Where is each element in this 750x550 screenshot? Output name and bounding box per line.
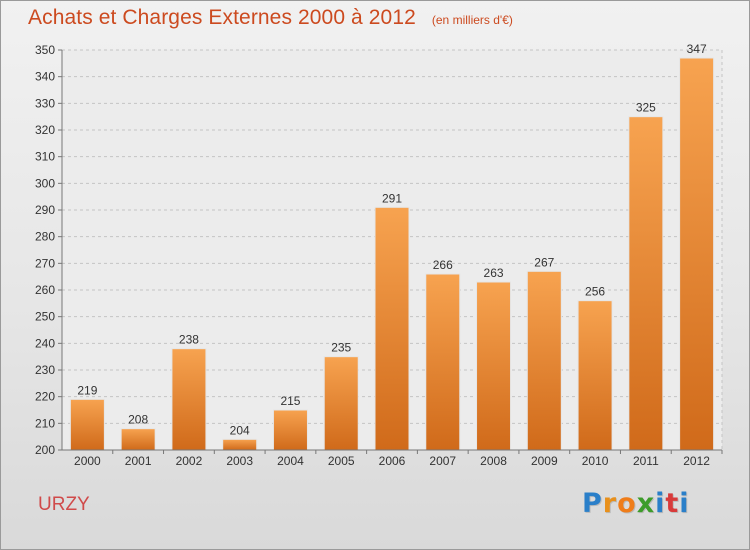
y-tick-label: 350 bbox=[35, 43, 55, 57]
data-label: 204 bbox=[230, 423, 250, 437]
bar bbox=[120, 428, 156, 451]
y-tick-label: 340 bbox=[35, 70, 55, 84]
data-label: 215 bbox=[280, 394, 300, 408]
data-label: 291 bbox=[382, 191, 402, 205]
proxiti-logo: Proxiti bbox=[582, 488, 690, 519]
bar bbox=[425, 273, 461, 451]
title-row: Achats et Charges Externes 2000 à 2012 (… bbox=[28, 6, 513, 30]
data-label: 208 bbox=[128, 413, 148, 427]
data-label: 325 bbox=[636, 101, 656, 115]
y-tick-label: 310 bbox=[35, 150, 55, 164]
y-tick-label: 260 bbox=[35, 283, 55, 297]
bar bbox=[526, 270, 562, 451]
data-label: 235 bbox=[331, 341, 351, 355]
x-tick-label: 2010 bbox=[582, 454, 609, 468]
data-label: 347 bbox=[687, 42, 707, 56]
commune-name: URZY bbox=[38, 494, 90, 515]
bar bbox=[69, 398, 105, 451]
bar bbox=[222, 438, 258, 451]
data-label: 238 bbox=[179, 333, 199, 347]
x-tick-label: 2002 bbox=[176, 454, 203, 468]
data-label: 256 bbox=[585, 285, 605, 299]
y-tick-label: 290 bbox=[35, 203, 55, 217]
y-tick-label: 210 bbox=[35, 416, 55, 430]
y-tick-label: 220 bbox=[35, 390, 55, 404]
x-tick-label: 2007 bbox=[429, 454, 456, 468]
bar bbox=[171, 348, 207, 451]
x-tick-label: 2003 bbox=[226, 454, 253, 468]
data-label: 267 bbox=[534, 255, 554, 269]
bar bbox=[628, 116, 664, 451]
y-tick-label: 280 bbox=[35, 230, 55, 244]
bar bbox=[323, 356, 359, 451]
data-label: 266 bbox=[433, 258, 453, 272]
x-tick-label: 2008 bbox=[480, 454, 507, 468]
x-tick-label: 2000 bbox=[74, 454, 101, 468]
data-label: 219 bbox=[77, 383, 97, 397]
x-tick-label: 2001 bbox=[125, 454, 152, 468]
data-label: 263 bbox=[484, 266, 504, 280]
y-tick-label: 200 bbox=[35, 443, 55, 457]
x-tick-label: 2004 bbox=[277, 454, 304, 468]
y-tick-label: 270 bbox=[35, 256, 55, 270]
y-tick-label: 230 bbox=[35, 363, 55, 377]
bar bbox=[679, 57, 715, 451]
bar bbox=[476, 281, 512, 451]
y-tick-label: 250 bbox=[35, 310, 55, 324]
x-tick-label: 2009 bbox=[531, 454, 558, 468]
y-tick-label: 300 bbox=[35, 176, 55, 190]
x-tick-label: 2006 bbox=[379, 454, 406, 468]
bar bbox=[577, 300, 613, 451]
y-tick-label: 320 bbox=[35, 123, 55, 137]
x-tick-label: 2011 bbox=[633, 454, 659, 468]
y-tick-label: 240 bbox=[35, 336, 55, 350]
chart-subtitle: (en milliers d'€) bbox=[431, 13, 513, 27]
y-tick-label: 330 bbox=[35, 96, 55, 110]
chart-title: Achats et Charges Externes 2000 à 2012 bbox=[28, 6, 416, 29]
x-tick-label: 2012 bbox=[683, 454, 710, 468]
bar bbox=[272, 409, 308, 451]
x-tick-label: 2005 bbox=[328, 454, 355, 468]
bar bbox=[374, 206, 410, 451]
